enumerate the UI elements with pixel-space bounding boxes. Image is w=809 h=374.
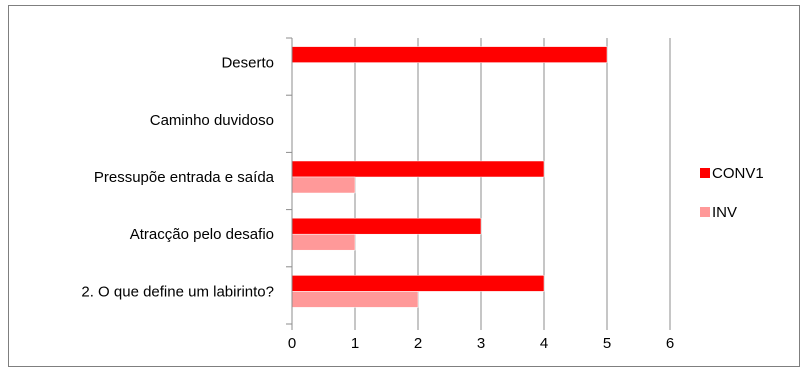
bar-inv-2 (291, 176, 356, 194)
bar-inv-4 (291, 291, 419, 308)
category-labels: Deserto Caminho duvidoso Pressupõe entrada… (81, 55, 274, 301)
legend-label-conv1: CONV1 (712, 165, 764, 182)
bars (291, 46, 608, 308)
x-tick-label: 5 (603, 335, 611, 352)
x-tick-label: 3 (477, 335, 485, 352)
x-tick-labels: 0 1 2 3 4 5 6 (288, 335, 674, 352)
bar-conv1-0 (291, 46, 608, 63)
axes (286, 37, 671, 330)
category-label: Caminho duvidoso (150, 112, 274, 129)
x-tick-label: 0 (288, 335, 296, 352)
legend-label-inv: INV (712, 204, 737, 221)
legend-swatch-inv (700, 207, 710, 217)
category-label: Pressupõe entrada e saída (94, 169, 275, 186)
category-label: Atracção pelo desafio (130, 226, 274, 243)
x-tick-label: 1 (351, 335, 359, 352)
x-tick-label: 4 (540, 335, 548, 352)
x-tick-label: 6 (666, 335, 674, 352)
legend: CONV1 INV (700, 165, 764, 221)
bar-inv-3 (291, 233, 356, 251)
bar-conv1-2 (291, 160, 545, 178)
bar-conv1-3 (291, 217, 482, 235)
category-label: 2. O que define um labirinto? (81, 283, 274, 300)
x-tick-label: 2 (414, 335, 422, 352)
category-label: Deserto (221, 55, 274, 72)
bar-conv1-4 (291, 275, 545, 292)
legend-swatch-conv1 (700, 168, 710, 178)
